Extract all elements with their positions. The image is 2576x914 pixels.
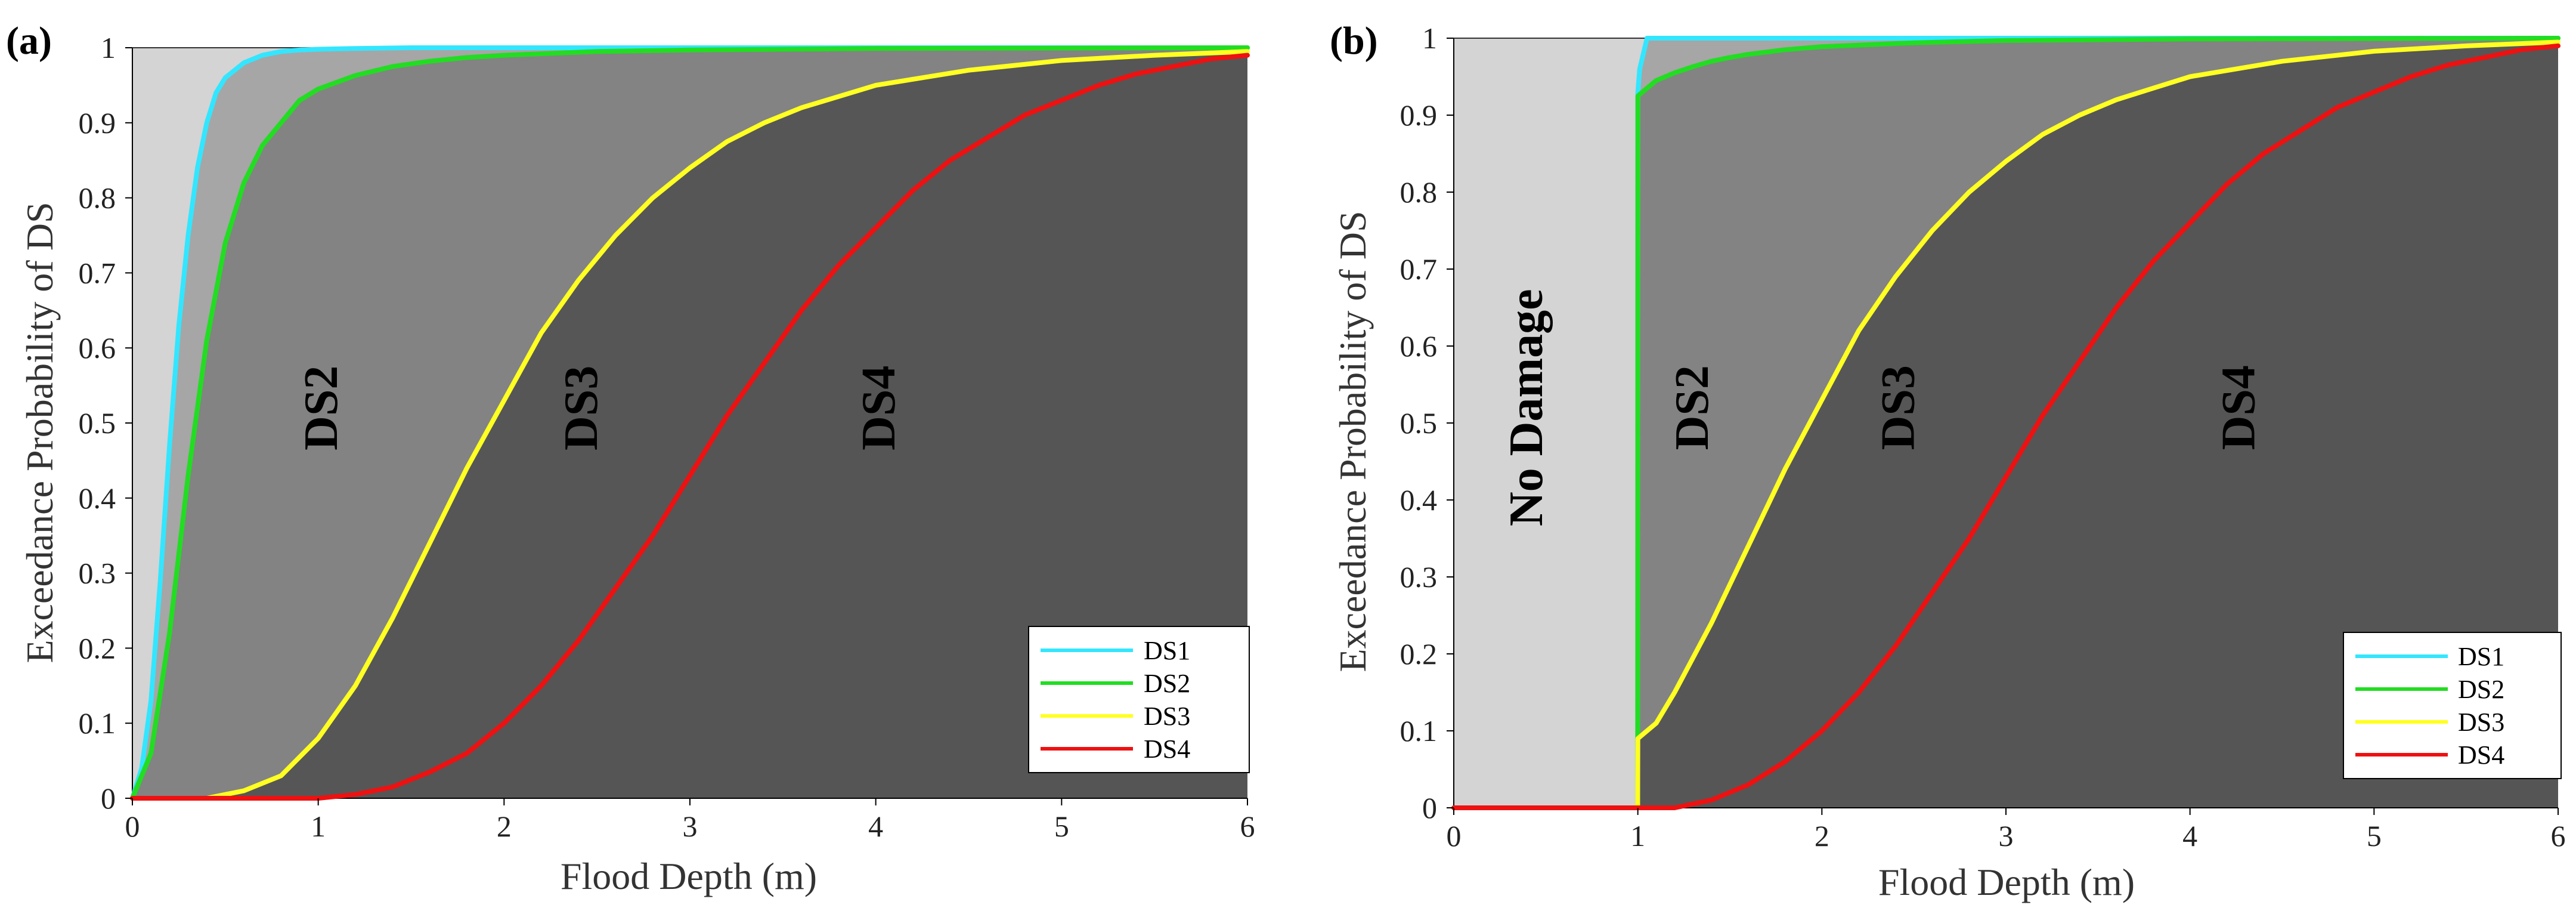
y-tick-label: 0.9 <box>79 106 116 140</box>
y-tick-label: 0 <box>1422 791 1437 825</box>
region-under-ds4 <box>132 55 1247 799</box>
y-tick-label: 0.4 <box>79 481 116 515</box>
region-label-ds4: DS4 <box>853 366 905 450</box>
region-label-ds3: DS3 <box>555 366 608 450</box>
y-tick-label: 0.5 <box>79 406 116 440</box>
panel-label-b: (b) <box>1330 19 1378 63</box>
panel-label-a: (a) <box>6 19 52 63</box>
y-tick-label: 1 <box>101 31 116 64</box>
panel-b: 0 1 2 3 4 5 6 0 0.1 0.2 0.3 0.4 0.5 0.6 0.7 0.8 0.9 1 No D… <box>1332 21 2566 903</box>
region-label-ds2: DS2 <box>295 366 348 450</box>
legend-box-a <box>1028 626 1250 773</box>
x-tick-label: 2 <box>1815 819 1829 853</box>
series-line-ds2 <box>1451 36 2560 810</box>
x-tick-label: 4 <box>868 810 883 843</box>
y-axis-label-a: Exceedance Probability of DS <box>18 202 61 663</box>
y-tick-label: 0.6 <box>79 331 116 365</box>
y-tick-label: 0.8 <box>1400 175 1438 209</box>
y-tick-label: 0.9 <box>1400 98 1438 132</box>
y-tick-label: 1 <box>1422 21 1437 55</box>
legend-b: DS1 DS2 DS3 DS4 <box>2343 632 2562 779</box>
series-line-ds2 <box>130 45 1250 801</box>
no-damage-region <box>1454 38 1638 808</box>
series-line-ds1 <box>130 45 1250 801</box>
x-tick-label: 3 <box>1999 819 2014 853</box>
x-tick-label: 0 <box>1447 819 1462 853</box>
legend-label-ds3: DS3 <box>1144 702 1190 731</box>
x-tick-label: 5 <box>1054 810 1069 843</box>
x-tick-label: 1 <box>1630 819 1645 853</box>
y-tick-label: 0.8 <box>79 181 116 215</box>
region-label-ds2: DS2 <box>1666 365 1719 450</box>
x-axis-label-b: Flood Depth (m) <box>1878 861 2135 903</box>
y-tick-label: 0.5 <box>1400 406 1438 440</box>
y-tick-label: 0.4 <box>1400 483 1438 517</box>
legend-label-ds1: DS1 <box>2458 642 2504 671</box>
y-tick-label: 0.3 <box>79 557 116 590</box>
x-tick-label: 5 <box>2367 819 2382 853</box>
y-tick-label: 0.3 <box>1400 560 1438 594</box>
legend-label-ds1: DS1 <box>1144 636 1190 665</box>
series-line-ds3 <box>130 49 1250 801</box>
legend-label-ds4: DS4 <box>1144 734 1190 764</box>
x-tick-label: 6 <box>2551 819 2566 853</box>
region-label-no-damage: No Damage <box>1500 289 1553 526</box>
legend-label-ds3: DS3 <box>2458 708 2504 737</box>
x-tick-label: 1 <box>311 810 326 843</box>
y-tick-label: 0.2 <box>1400 637 1438 671</box>
y-tick-label: 0.2 <box>79 631 116 665</box>
y-tick-label: 0.1 <box>79 706 116 740</box>
y-tick-label: 0.6 <box>1400 329 1438 363</box>
legend-box-b <box>2343 632 2562 779</box>
series-line-ds3 <box>1451 39 2560 810</box>
legend-label-ds2: DS2 <box>1144 669 1190 698</box>
legend-label-ds4: DS4 <box>2458 740 2504 770</box>
region-label-ds3: DS3 <box>1872 365 1925 450</box>
x-tick-label: 0 <box>125 810 140 843</box>
legend-label-ds2: DS2 <box>2458 675 2504 704</box>
x-tick-label: 2 <box>497 810 512 843</box>
x-tick-label: 4 <box>2182 819 2197 853</box>
series-line-ds4 <box>1451 43 2560 810</box>
x-tick-label: 3 <box>683 810 698 843</box>
y-tick-label: 0 <box>101 782 116 815</box>
y-tick-label: 0.7 <box>1400 252 1438 286</box>
legend-a: DS1 DS2 DS3 DS4 <box>1028 626 1250 773</box>
x-axis-label-a: Flood Depth (m) <box>561 855 817 897</box>
region-label-ds4: DS4 <box>2213 365 2265 450</box>
y-tick-label: 0.7 <box>79 256 116 289</box>
series-line-ds4 <box>130 53 1250 801</box>
x-tick-label: 6 <box>1240 810 1255 843</box>
region-under-ds4 <box>1454 45 2558 808</box>
y-tick-label: 0.1 <box>1400 714 1438 748</box>
y-axis-label-b: Exceedance Probability of DS <box>1332 211 1374 672</box>
